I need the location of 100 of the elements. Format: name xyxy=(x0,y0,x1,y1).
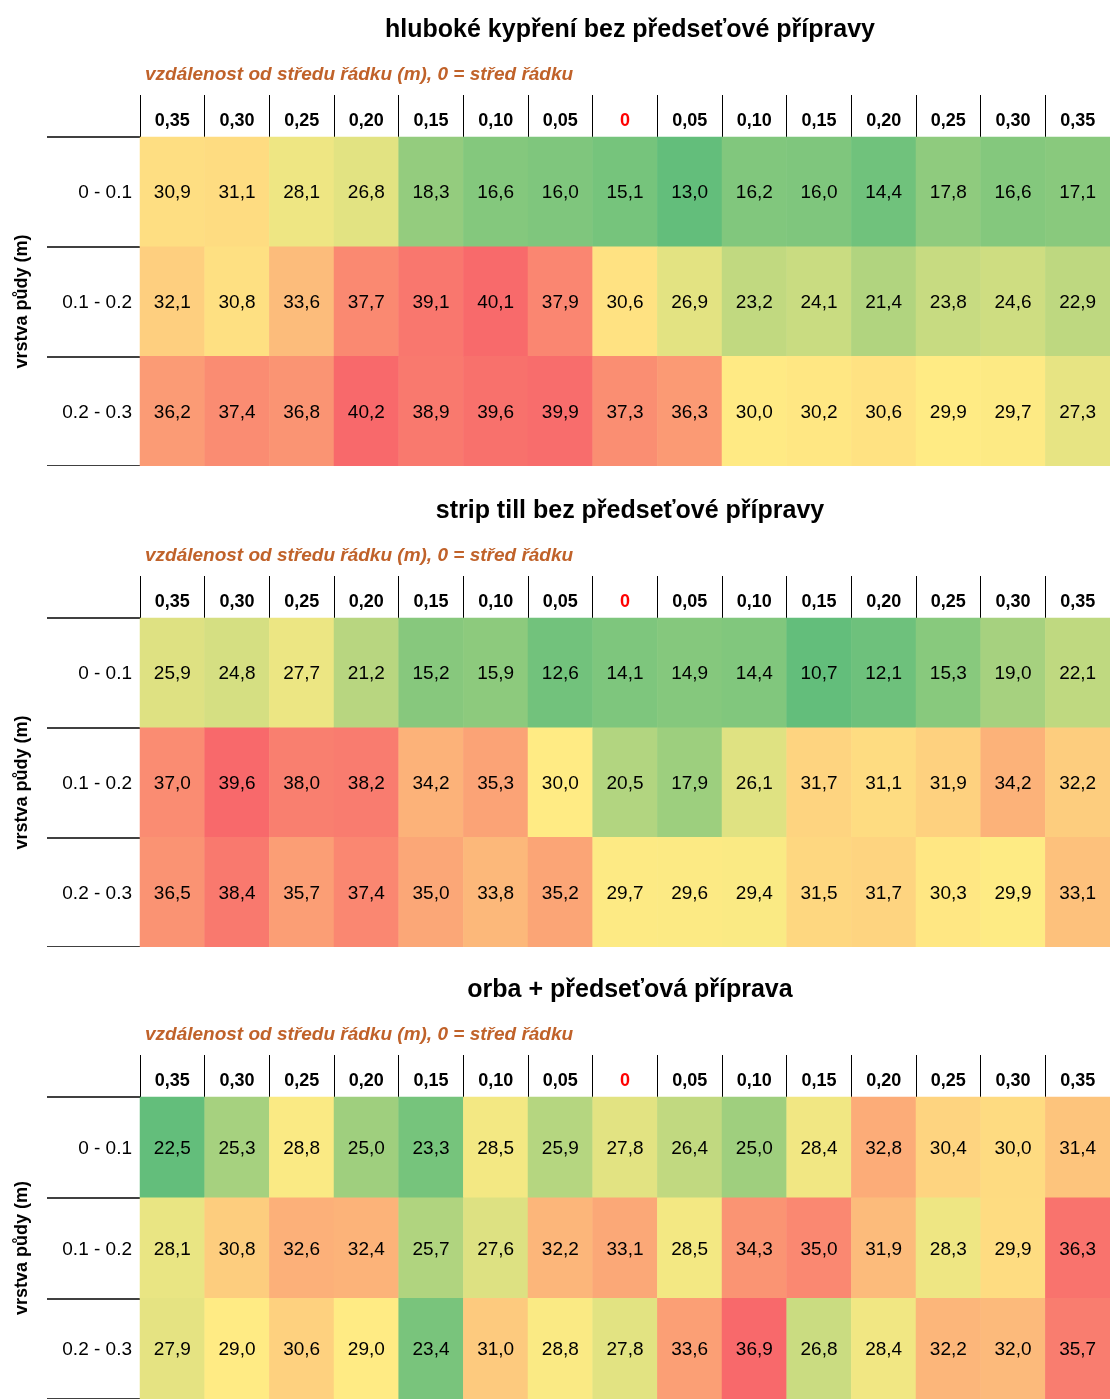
y-tick-label: 0.1 - 0.2 xyxy=(62,291,132,312)
data-label: 29,9 xyxy=(929,400,967,422)
data-label: 17,1 xyxy=(1059,181,1097,203)
data-label: 30,0 xyxy=(994,1136,1032,1158)
data-label: 32,0 xyxy=(994,1338,1032,1360)
data-label: 26,4 xyxy=(671,1136,709,1158)
x-tick-label: 0,05 xyxy=(672,110,708,130)
data-label: 14,4 xyxy=(735,662,774,684)
x-tick-label: 0,10 xyxy=(736,591,772,611)
data-label: 40,2 xyxy=(347,400,385,422)
data-label: 30,6 xyxy=(606,291,644,312)
x-tick-label: 0 xyxy=(619,591,631,611)
y-axis-title: vrstva půdy (m) xyxy=(11,1180,31,1316)
x-tick-label: 0,20 xyxy=(866,591,902,611)
y-tick-label: 0.1 - 0.2 xyxy=(62,1237,132,1259)
x-tick-label: 0,10 xyxy=(736,1070,772,1090)
x-tick-label: 0,20 xyxy=(348,1070,384,1090)
data-label: 21,2 xyxy=(347,662,385,684)
data-label: 22,1 xyxy=(1059,662,1097,684)
x-tick-label: 0,15 xyxy=(413,1070,449,1090)
data-label: 20,5 xyxy=(606,772,644,793)
data-label: 32,1 xyxy=(153,291,191,312)
data-label: 38,4 xyxy=(218,881,256,903)
data-label: 29,0 xyxy=(218,1338,256,1360)
data-label: 15,3 xyxy=(929,662,967,684)
data-label: 29,9 xyxy=(994,1237,1032,1259)
data-label: 36,9 xyxy=(735,1338,773,1360)
chart-title: strip till bez předseťové přípravy xyxy=(435,494,825,523)
y-axis-title: vrstva půdy (m) xyxy=(11,234,31,369)
data-label: 31,4 xyxy=(1059,1136,1097,1158)
data-label: 27,8 xyxy=(606,1136,644,1158)
x-tick-label: 0,15 xyxy=(801,591,837,611)
data-label: 30,8 xyxy=(218,1237,256,1259)
data-label: 32,2 xyxy=(929,1338,967,1360)
data-label: 29,4 xyxy=(735,881,774,903)
x-tick-label: 0,05 xyxy=(542,110,578,130)
data-label: 14,1 xyxy=(606,662,644,684)
data-label: 29,6 xyxy=(671,881,709,903)
data-label: 25,0 xyxy=(347,1136,385,1158)
data-label: 39,1 xyxy=(412,291,450,312)
x-tick-label: 0,35 xyxy=(154,1070,190,1090)
data-label: 32,2 xyxy=(1059,772,1097,793)
data-label: 10,7 xyxy=(800,662,838,684)
data-label: 17,8 xyxy=(929,181,967,203)
data-label: 18,3 xyxy=(412,181,450,203)
data-label: 32,6 xyxy=(283,1237,321,1259)
data-label: 35,0 xyxy=(800,1237,838,1259)
data-label: 28,4 xyxy=(865,1338,903,1360)
data-label: 31,9 xyxy=(929,772,967,793)
x-tick-label: 0,20 xyxy=(348,591,384,611)
data-label: 27,9 xyxy=(153,1338,191,1360)
data-label: 24,6 xyxy=(994,291,1032,312)
data-label: 35,7 xyxy=(1059,1338,1097,1360)
data-label: 19,0 xyxy=(994,662,1032,684)
y-tick-label: 0.2 - 0.3 xyxy=(62,881,132,903)
data-label: 23,8 xyxy=(929,291,967,312)
y-axis-title: vrstva půdy (m) xyxy=(11,715,31,850)
data-label: 28,1 xyxy=(153,1237,191,1259)
data-label: 26,8 xyxy=(800,1338,838,1360)
data-label: 28,4 xyxy=(800,1136,838,1158)
data-label: 13,0 xyxy=(671,181,709,203)
x-tick-label: 0,25 xyxy=(284,1070,320,1090)
y-tick-label: 0 - 0.1 xyxy=(78,181,132,203)
x-tick-label: 0,20 xyxy=(866,1070,902,1090)
data-label: 29,7 xyxy=(606,881,644,903)
data-label: 36,3 xyxy=(1059,1237,1097,1259)
x-tick-label: 0,30 xyxy=(995,110,1031,130)
data-label: 22,9 xyxy=(1059,291,1097,312)
data-label: 25,3 xyxy=(218,1136,256,1158)
data-label: 34,2 xyxy=(994,772,1032,793)
data-label: 31,9 xyxy=(865,1237,903,1259)
data-label: 36,8 xyxy=(283,400,321,422)
x-tick-label: 0,20 xyxy=(866,110,902,130)
data-label: 15,1 xyxy=(606,181,644,203)
data-label: 39,6 xyxy=(218,772,256,793)
data-label: 30,4 xyxy=(929,1136,968,1158)
x-tick-label: 0,35 xyxy=(1060,591,1096,611)
x-axis-title: vzdálenost od středu řádku (m), 0 = střed řádku xyxy=(145,1023,574,1044)
chart-title: orba + předseťová příprava xyxy=(467,973,794,1002)
data-label: 30,3 xyxy=(929,881,967,903)
x-tick-label: 0,35 xyxy=(154,110,190,130)
data-label: 30,8 xyxy=(218,291,256,312)
data-label: 30,2 xyxy=(800,400,838,422)
data-label: 35,2 xyxy=(541,881,579,903)
x-tick-label: 0,05 xyxy=(672,591,708,611)
data-label: 36,5 xyxy=(153,881,191,903)
data-label: 16,2 xyxy=(735,181,773,203)
data-label: 36,2 xyxy=(153,400,191,422)
data-label: 22,5 xyxy=(153,1136,191,1158)
data-label: 29,0 xyxy=(347,1338,385,1360)
data-label: 27,8 xyxy=(606,1338,644,1360)
x-tick-label: 0,35 xyxy=(1060,1070,1096,1090)
data-label: 25,7 xyxy=(412,1237,450,1259)
data-label: 15,2 xyxy=(412,662,450,684)
data-label: 40,1 xyxy=(477,291,515,312)
data-label: 16,6 xyxy=(477,181,515,203)
x-tick-label: 0,25 xyxy=(284,591,320,611)
data-label: 25,9 xyxy=(541,1136,579,1158)
data-label: 38,9 xyxy=(412,400,450,422)
x-tick-label: 0 xyxy=(619,1070,631,1090)
